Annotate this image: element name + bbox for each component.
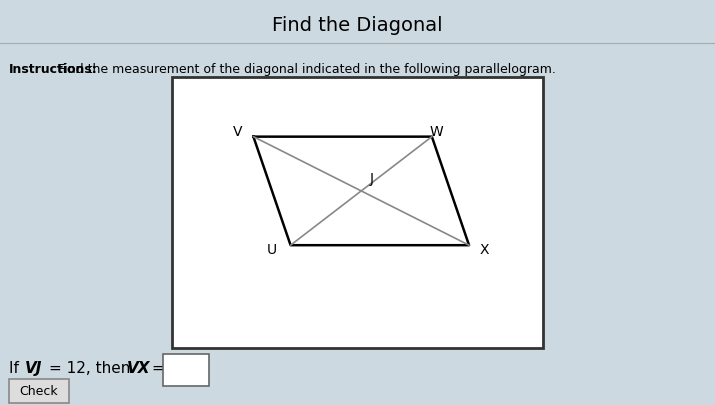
Text: W: W (430, 125, 443, 139)
Text: X: X (480, 243, 490, 257)
Text: J: J (370, 172, 374, 186)
Text: VJ: VJ (25, 361, 42, 376)
FancyBboxPatch shape (163, 354, 209, 386)
Text: VX: VX (127, 361, 151, 376)
Text: V: V (233, 125, 242, 139)
Text: Find the measurement of the diagonal indicated in the following parallelogram.: Find the measurement of the diagonal ind… (54, 63, 556, 76)
Text: Find the Diagonal: Find the Diagonal (272, 16, 443, 35)
Text: =: = (152, 361, 164, 376)
FancyBboxPatch shape (172, 77, 543, 348)
Text: = 12, then: = 12, then (49, 361, 135, 376)
Text: Instructions:: Instructions: (9, 63, 97, 76)
FancyBboxPatch shape (9, 379, 69, 403)
Text: If: If (9, 361, 24, 376)
Text: U: U (267, 243, 277, 257)
Text: Check: Check (19, 385, 58, 398)
